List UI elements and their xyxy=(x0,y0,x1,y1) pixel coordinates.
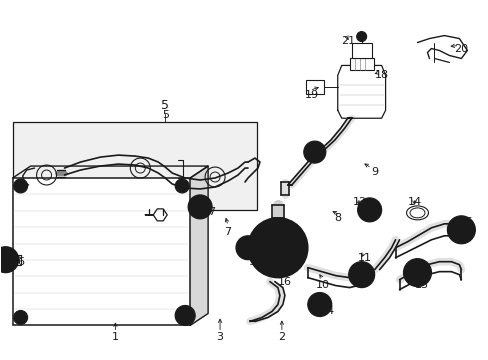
Bar xyxy=(13,178,190,325)
Polygon shape xyxy=(337,66,385,118)
Circle shape xyxy=(247,218,307,278)
Text: 19: 19 xyxy=(304,90,318,100)
Circle shape xyxy=(188,195,212,219)
Circle shape xyxy=(357,198,381,222)
Text: 4: 4 xyxy=(325,306,333,316)
Text: 16: 16 xyxy=(277,276,291,287)
Text: 2: 2 xyxy=(278,332,285,342)
Circle shape xyxy=(0,247,19,273)
Circle shape xyxy=(447,216,474,244)
Bar xyxy=(13,122,256,210)
Text: 9: 9 xyxy=(248,257,255,267)
Text: 3: 3 xyxy=(216,332,223,342)
Text: 6: 6 xyxy=(17,257,24,267)
Circle shape xyxy=(403,259,430,287)
Text: 9: 9 xyxy=(370,167,377,177)
Text: 8: 8 xyxy=(333,213,341,223)
Circle shape xyxy=(303,141,325,163)
Text: 14: 14 xyxy=(407,197,421,207)
Text: 5: 5 xyxy=(162,110,168,120)
Circle shape xyxy=(356,32,366,41)
Polygon shape xyxy=(190,166,208,325)
Bar xyxy=(13,255,20,265)
Text: 21: 21 xyxy=(340,36,354,46)
Text: 10: 10 xyxy=(315,280,329,289)
Circle shape xyxy=(175,179,189,193)
Bar xyxy=(349,58,373,71)
Text: 12: 12 xyxy=(352,197,366,207)
Circle shape xyxy=(236,236,260,260)
Text: 7: 7 xyxy=(224,227,231,237)
Text: 13: 13 xyxy=(414,280,427,289)
Text: 11: 11 xyxy=(357,253,371,263)
Circle shape xyxy=(14,179,27,193)
Bar xyxy=(351,42,371,58)
Text: 5: 5 xyxy=(161,99,169,112)
Text: 17: 17 xyxy=(203,207,217,217)
Bar xyxy=(305,80,323,94)
Text: 18: 18 xyxy=(374,71,388,80)
Circle shape xyxy=(307,293,331,316)
Circle shape xyxy=(175,306,195,325)
Circle shape xyxy=(348,262,374,288)
Text: 1: 1 xyxy=(112,332,119,342)
Text: 15: 15 xyxy=(458,217,472,227)
Circle shape xyxy=(14,310,27,324)
Text: 20: 20 xyxy=(453,44,468,54)
